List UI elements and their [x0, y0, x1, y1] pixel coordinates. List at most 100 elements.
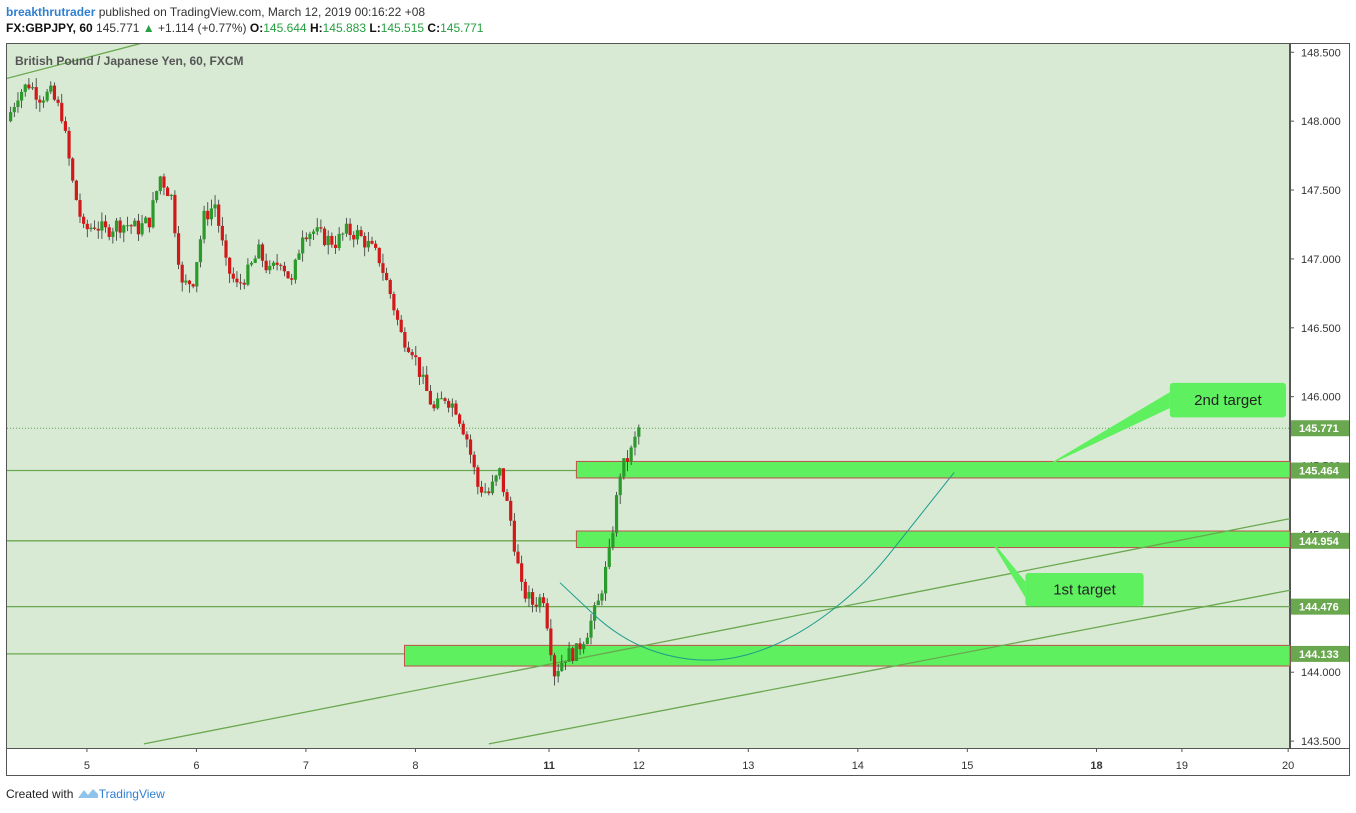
candle-body [509, 500, 513, 521]
y-tick-label: 144.000 [1301, 667, 1341, 679]
candle-body [136, 220, 140, 235]
candle-body [41, 100, 46, 103]
candle-body [217, 204, 221, 226]
candle-body [637, 427, 641, 437]
candle-body [239, 282, 243, 284]
candle-body [531, 592, 535, 605]
price-tag [1291, 462, 1349, 479]
candle-body [235, 278, 239, 283]
candle-body [111, 231, 115, 237]
price-axis[interactable] [1290, 43, 1350, 749]
candle-body [425, 374, 429, 391]
candle-body [479, 486, 484, 493]
candle-body [125, 225, 130, 227]
callout-label: 2nd target [1194, 392, 1262, 409]
candle-body [304, 237, 308, 240]
candle-body [461, 423, 465, 435]
price-tag [1291, 420, 1349, 437]
candle-body [74, 180, 78, 201]
candle-body [348, 223, 352, 236]
candle-body [162, 176, 166, 188]
candle-body [16, 100, 20, 108]
candle-body [118, 220, 122, 233]
candle-body [618, 476, 622, 496]
candle-body [89, 227, 93, 230]
candle-body [439, 398, 443, 400]
candle-body [450, 403, 454, 408]
candle-body [63, 121, 67, 131]
candle-body [534, 604, 538, 607]
x-tick-label: 11 [543, 760, 555, 772]
candle-body [23, 84, 27, 92]
candle-body [330, 235, 334, 245]
callout-pointer [1041, 392, 1170, 469]
time-axis[interactable] [6, 748, 1350, 776]
candle-body [242, 282, 246, 285]
candle-body [633, 436, 637, 448]
candle-body [585, 637, 589, 645]
candle-body [406, 347, 411, 353]
candle-body [611, 532, 615, 548]
candle-body [512, 520, 516, 552]
candle-body [468, 439, 473, 455]
callout-box [1025, 573, 1144, 607]
trendline [488, 589, 1290, 745]
candle-body [363, 235, 367, 248]
candle-body [34, 87, 38, 100]
last-price: 145.771 [96, 21, 140, 35]
target-zone [575, 460, 1291, 479]
candle-body [589, 620, 593, 638]
target-annotations: 2nd target 1st target [987, 382, 1286, 607]
close-label: C: [427, 21, 441, 35]
candle-body [191, 284, 195, 287]
candle-body [144, 217, 148, 224]
candle-body [275, 262, 279, 265]
candle-body [344, 223, 349, 234]
candle-body [147, 217, 151, 228]
candle-body [301, 237, 305, 254]
candle-body [483, 491, 487, 493]
candle-body [326, 235, 330, 246]
candle-body [253, 258, 257, 263]
candle-body [629, 447, 633, 462]
candle-body [385, 272, 389, 280]
symbol: FX:GBPJPY, 60 [6, 21, 93, 35]
x-tick-label: 6 [193, 760, 199, 772]
candle-body [209, 208, 213, 220]
candle-body [100, 221, 104, 231]
candle-body [30, 87, 35, 89]
tradingview-link[interactable]: TradingView [98, 787, 165, 801]
candle-body [198, 239, 203, 263]
candle-body [523, 581, 527, 599]
candle-body [366, 240, 370, 248]
candle-body [578, 643, 582, 650]
candle-body [377, 247, 381, 264]
candle-body [505, 492, 509, 501]
candle-body [228, 257, 232, 274]
open-value: 145.644 [263, 21, 307, 35]
candle-body [315, 227, 319, 232]
candle-body [133, 220, 137, 227]
projection-curve [559, 472, 955, 661]
candle-body [49, 85, 53, 92]
x-tick-label: 18 [1090, 760, 1102, 772]
candle-body [107, 227, 111, 237]
candle-body [308, 233, 312, 240]
candle-body [322, 228, 327, 246]
x-tick-label: 20 [1282, 760, 1294, 772]
x-tick-label: 13 [742, 760, 754, 772]
candle-body [103, 221, 108, 228]
candle-body [282, 265, 286, 272]
x-tick-label: 15 [961, 760, 973, 772]
plot-area [6, 43, 1290, 749]
price-tag-label: 145.464 [1299, 466, 1340, 478]
y-tick-label: 147.500 [1301, 185, 1341, 197]
candle-body [96, 228, 100, 231]
candle-body [52, 85, 57, 100]
y-tick-label: 146.500 [1301, 323, 1341, 335]
candle-body [312, 231, 316, 234]
high-value: 145.883 [322, 21, 367, 35]
author-link[interactable]: breakthrutrader [6, 5, 96, 19]
candle-body [355, 230, 359, 240]
